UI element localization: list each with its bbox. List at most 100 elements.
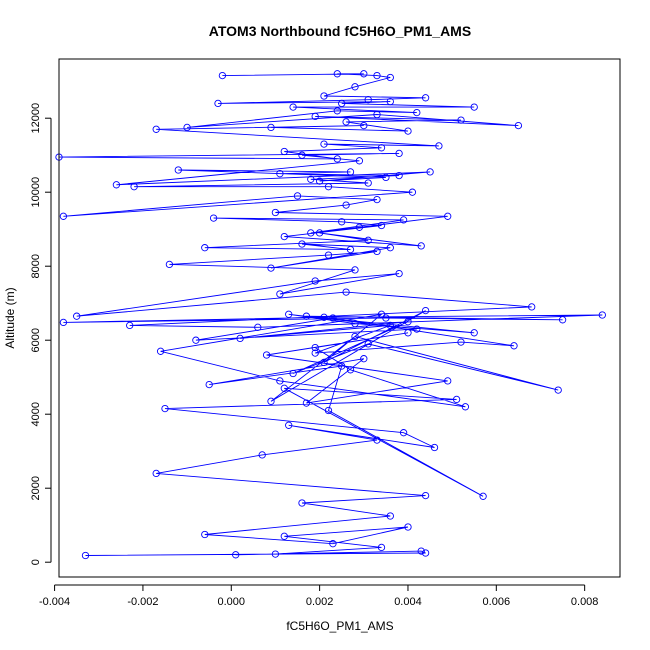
x-tick-label: -0.002 — [127, 596, 158, 608]
y-tick-label: 2000 — [30, 476, 42, 500]
data-point — [377, 221, 386, 230]
series-line — [58, 73, 603, 556]
data-point — [130, 183, 138, 191]
data-point — [558, 316, 567, 324]
data-point — [320, 358, 328, 367]
data-point — [209, 214, 218, 222]
data-point — [311, 112, 319, 121]
data-point — [364, 96, 372, 104]
data-point — [417, 547, 425, 555]
data-point — [373, 110, 381, 119]
data-point — [360, 70, 368, 78]
y-tick-label: 6000 — [30, 328, 42, 352]
data-point — [457, 338, 465, 346]
data-point — [280, 532, 288, 540]
data-point — [413, 325, 421, 333]
data-point — [289, 103, 297, 111]
data-point — [470, 329, 478, 337]
data-point — [280, 384, 288, 392]
data-point — [373, 71, 381, 80]
data-point — [554, 386, 562, 394]
data-point — [351, 83, 359, 91]
y-tick-label: 0 — [30, 559, 42, 565]
data-point — [254, 323, 262, 331]
data-point — [276, 377, 284, 385]
data-point — [192, 336, 200, 344]
x-tick-label: 0.002 — [306, 596, 334, 608]
data-point — [399, 429, 408, 437]
data-point — [342, 118, 350, 126]
data-point — [271, 208, 280, 217]
data-point — [214, 99, 222, 108]
data-point — [386, 244, 394, 252]
data-point — [373, 195, 381, 204]
x-axis: -0.004 -0.002 0.000 0.002 0.004 0.006 0.008 — [39, 584, 599, 608]
data-point — [338, 99, 346, 108]
y-axis: 0 2000 4000 6000 8000 10000 12000 — [30, 103, 52, 565]
data-point — [324, 406, 333, 415]
data-point — [267, 264, 275, 272]
data-point — [360, 121, 368, 130]
data-point — [276, 290, 284, 298]
data-point — [382, 314, 390, 322]
data-point — [351, 332, 359, 341]
data-point — [360, 355, 368, 363]
data-point — [156, 347, 165, 355]
data-point — [430, 443, 439, 452]
data-point — [152, 469, 160, 478]
data-point — [377, 543, 386, 552]
y-tick-label: 4000 — [30, 402, 42, 426]
data-point — [386, 73, 394, 82]
data-point — [307, 175, 315, 183]
data-point — [399, 216, 408, 224]
data-point — [444, 377, 452, 385]
chart-title: ATOM3 Northbound fC5H6O_PM1_AMS — [209, 23, 471, 39]
data-point — [302, 399, 311, 407]
data-point — [346, 366, 355, 374]
data-point — [201, 530, 209, 539]
x-tick-label: 0.004 — [394, 596, 422, 608]
data-point — [298, 151, 306, 159]
data-point — [364, 340, 372, 348]
plot-frame — [58, 58, 621, 578]
data-point — [338, 218, 346, 226]
data-point — [258, 451, 266, 459]
data-point — [333, 70, 341, 78]
data-point — [280, 232, 288, 241]
data-point — [201, 244, 209, 252]
data-point — [59, 318, 68, 327]
data-point — [528, 303, 536, 311]
y-tick-label: 8000 — [30, 254, 42, 278]
data-point — [165, 260, 174, 269]
data-point — [293, 192, 302, 200]
data-point — [311, 277, 319, 285]
data-point — [236, 334, 244, 343]
data-point — [311, 343, 319, 352]
data-point — [161, 404, 169, 413]
data-point — [417, 242, 425, 250]
data-point — [421, 306, 430, 315]
x-axis-label: fC5H6O_PM1_AMS — [286, 619, 393, 633]
data-point — [232, 551, 240, 559]
data-point — [404, 523, 412, 531]
data-point — [276, 170, 284, 178]
data-point — [355, 223, 364, 231]
data-point — [386, 97, 394, 106]
data-point — [307, 229, 315, 237]
data-point — [73, 312, 81, 320]
y-tick-label: 12000 — [30, 103, 42, 134]
data-point — [298, 499, 306, 507]
data-point — [271, 550, 280, 558]
data-point — [470, 103, 478, 111]
data-point — [373, 247, 381, 256]
data-point — [395, 269, 403, 278]
data-point — [377, 310, 386, 318]
data-point — [457, 116, 465, 124]
y-tick-label: 10000 — [30, 177, 42, 208]
data-point — [404, 318, 412, 326]
data-point — [126, 321, 134, 330]
data-point — [320, 140, 328, 148]
x-tick-label: 0.008 — [571, 596, 599, 608]
data-point — [183, 123, 191, 132]
